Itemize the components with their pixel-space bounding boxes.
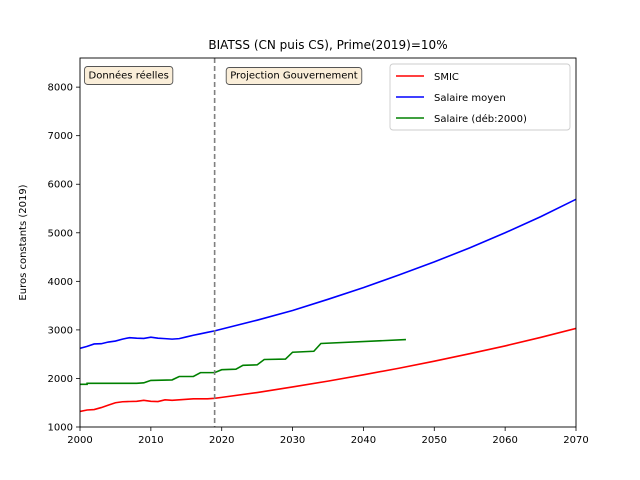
legend-label: Salaire (déb:2000) — [434, 113, 527, 125]
x-tick-label: 2010 — [138, 435, 163, 446]
series-line-1 — [80, 198, 576, 350]
y-tick-label: 7000 — [48, 131, 73, 142]
annotation-text: Projection Gouvernement — [230, 70, 358, 81]
y-tick-label: 2000 — [48, 374, 73, 385]
annotations: Données réelles Projection Gouvernement — [84, 66, 363, 85]
x-tick-label: 2040 — [351, 435, 376, 446]
annotation-text: Données réelles — [89, 69, 169, 81]
x-tick-label: 2020 — [209, 435, 234, 446]
y-tick-label: 8000 — [48, 83, 73, 94]
y-tick-label: 1000 — [48, 423, 73, 434]
annotation-box — [84, 66, 174, 85]
x-tick-label: 2060 — [492, 435, 517, 446]
annotation-0: Données réelles — [84, 66, 174, 85]
y-tick-label: 6000 — [48, 180, 73, 191]
y-tick-label: 3000 — [48, 325, 73, 336]
x-tick-label: 2000 — [67, 435, 92, 446]
chart-title: BIATSS (CN puis CS), Prime(2019)=10% — [208, 38, 447, 52]
y-axis-label: Euros constants (2019) — [18, 184, 29, 300]
series-line-2 — [80, 338, 406, 386]
axis-ticks: 2000 2010 2020 2030 2040 2050 2060 207010002000… — [48, 83, 589, 446]
series-line-0 — [80, 327, 576, 413]
axes-frame — [79, 57, 577, 428]
annotation-box — [225, 67, 363, 85]
annotation-1: Projection Gouvernement — [225, 67, 363, 85]
legend-label: SMIC — [434, 72, 459, 83]
y-tick-label: 4000 — [48, 277, 73, 288]
x-tick-label: 2050 — [422, 435, 447, 446]
plot-area — [79, 57, 577, 428]
x-tick-label: 2070 — [563, 435, 588, 446]
legend: SMIC Salaire moyen Salaire (déb:2000) — [389, 63, 571, 131]
x-tick-label: 2030 — [280, 435, 305, 446]
legend-label: Salaire moyen — [434, 93, 506, 104]
legend-frame — [389, 63, 571, 131]
y-tick-label: 5000 — [48, 228, 73, 239]
